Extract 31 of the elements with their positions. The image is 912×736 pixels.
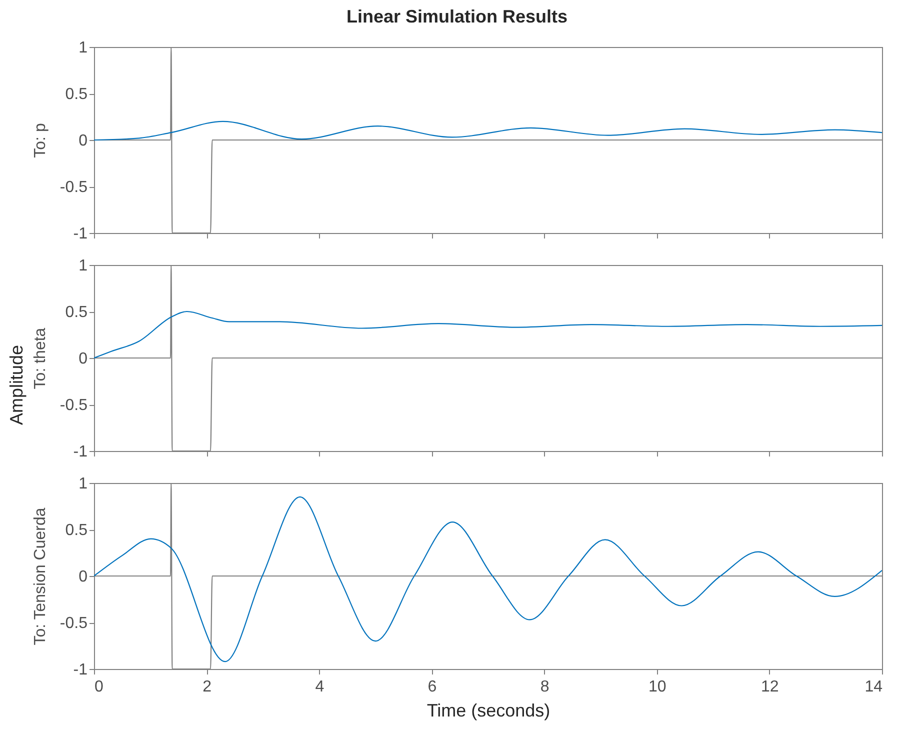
- y-tick-label: -0.5: [60, 397, 88, 414]
- y-tick-label: 0.5: [65, 86, 88, 103]
- x-tick-label: 0: [94, 678, 104, 696]
- y-axis-title: To: p: [32, 123, 49, 158]
- y-tick-label: 1: [78, 258, 88, 274]
- y-tick-label: -1: [73, 226, 88, 242]
- y-tick-label: -0.5: [60, 615, 88, 632]
- y-tick-label: 0: [78, 132, 88, 150]
- line-series: [94, 120, 882, 141]
- y-axis-title: To: Tension Cuerda: [32, 508, 49, 646]
- x-tick-label: 6: [428, 678, 437, 696]
- y-tick-label: 0: [78, 350, 88, 368]
- x-tick-label: 14: [864, 678, 883, 696]
- y-tick-label: 0.5: [65, 304, 88, 321]
- y-tick-label: 1: [78, 40, 88, 56]
- y-tick-label: 1: [78, 476, 88, 492]
- x-tick-label: 4: [315, 678, 324, 696]
- x-tick-label: 2: [202, 678, 212, 696]
- y-tick-label: -1: [73, 662, 88, 678]
- x-tick-label: 10: [648, 678, 666, 696]
- x-axis-title: Time (seconds): [426, 700, 550, 720]
- x-tick-label: 12: [761, 678, 779, 696]
- y-axis-title: To: theta: [32, 328, 49, 390]
- y-tick-label: 0.5: [65, 522, 88, 539]
- y-tick-label: -0.5: [60, 179, 88, 196]
- line-series: [94, 310, 882, 359]
- x-tick-label: 8: [540, 678, 550, 696]
- y-tick-label: -1: [73, 444, 88, 460]
- y-tick-label: 0: [78, 568, 88, 586]
- chart-title: Linear Simulation Results: [346, 6, 568, 26]
- text: Amplitude: [6, 344, 28, 426]
